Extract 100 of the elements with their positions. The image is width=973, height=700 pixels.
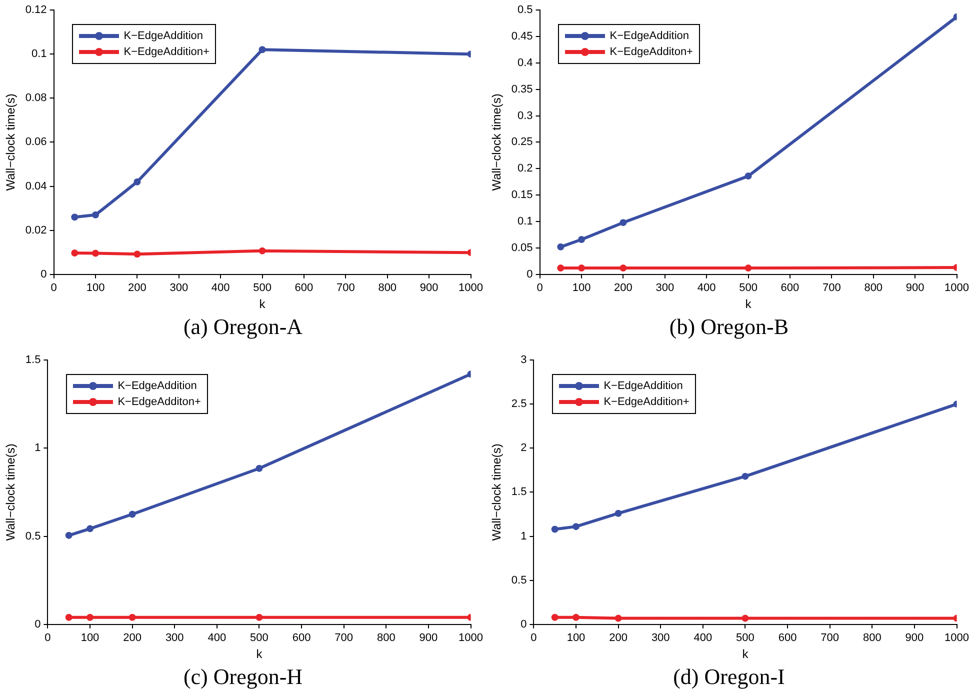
point [86,614,94,621]
y-tick-label: 1 [520,530,527,542]
y-tick-label: 0.2 [518,162,533,175]
y-tick-label: 0.05 [511,242,533,254]
x-tick-label: 700 [334,632,354,644]
y-tick-label: 2 [520,442,527,454]
y-tick-label: 0.1 [518,216,533,228]
point [134,178,141,186]
point [258,247,266,254]
x-tick-label: 100 [572,282,591,294]
y-tick-label: 0.45 [511,30,533,42]
point [557,243,564,250]
x-tick-label: 400 [208,632,226,644]
x-tick-label: 300 [170,282,188,294]
x-tick-label: 600 [780,282,800,294]
y-tick-label: 0.4 [518,56,533,69]
x-tick-label: 1000 [458,632,484,644]
x-tick-label: 200 [614,282,632,294]
x-tick-label: 400 [211,282,230,294]
x-tick-label: 700 [820,632,840,644]
point [128,614,136,621]
x-tick-label: 900 [905,632,924,644]
y-tick-label: 0.25 [511,136,533,148]
x-tick-label: 900 [906,282,924,294]
x-tick-label: 200 [609,632,628,644]
legend-label: K−EdgeAddition [124,30,203,42]
x-tick-label: 1000 [944,632,970,644]
text: (d) Oregon-I [672,664,786,690]
y-tick-label: 0.06 [25,136,47,148]
point [128,510,136,518]
y-axis-title: Wall−clock time(s) [4,444,18,541]
text: (b) Oregon-B [668,314,790,340]
x-tick-label: 800 [862,632,882,644]
x-tick-label: 300 [656,282,674,294]
point [557,264,564,272]
x-tick-label: 800 [376,632,396,644]
x-tick-label: 500 [739,282,758,294]
x-tick-label: 800 [864,282,883,294]
y-tick-label: 0 [526,268,533,280]
y-tick-label: 0.5 [518,4,533,16]
point [71,214,78,221]
point [92,250,100,257]
y-axis-title: Wall−clock time(s) [490,444,504,541]
x-tick-label: 600 [292,632,311,644]
y-tick-label: 0.02 [25,224,47,236]
y-tick-label: 0.3 [518,110,533,122]
y-tick-label: 0.5 [25,530,41,542]
x-axis-title: k [259,297,266,312]
point [71,250,78,257]
y-tick-label: 0 [40,268,47,280]
x-tick-label: 1000 [944,282,970,294]
point [551,614,558,621]
point [572,523,580,530]
point [551,526,558,533]
x-axis-title: k [256,647,264,662]
y-tick-label: 1 [34,442,41,454]
y-axis-title: Wall−clock time(s) [490,94,504,191]
y-tick-label: 0.5 [511,574,527,586]
legend-label: K−EdgeAddition [610,30,689,42]
point [744,172,752,180]
x-tick-label: 1000 [458,282,484,294]
x-axis-title: k [745,297,752,312]
x-tick-label: 200 [123,632,142,644]
y-tick-label: 0.35 [511,83,533,96]
y-tick-label: 0 [520,618,527,630]
point [742,614,749,622]
x-tick-label: 100 [80,632,100,644]
x-tick-label: 0 [536,282,543,294]
point [578,236,586,243]
text: (a) Oregon-A [182,314,304,340]
x-tick-label: 400 [697,282,716,294]
point [744,264,752,272]
point [92,211,100,218]
legend-label: K−EdgeAdditon+ [118,396,201,408]
y-axis-title: Wall−clock time(s) [4,94,18,191]
point [620,219,627,226]
point [65,614,72,621]
point [134,250,141,258]
y-tick-label: 1.5 [511,486,527,498]
x-tick-label: 800 [378,282,397,294]
y-tick-label: 1.5 [25,354,41,366]
point [614,510,622,517]
x-tick-label: 300 [651,632,670,644]
y-tick-label: 2.5 [511,398,527,410]
x-tick-label: 200 [128,282,146,294]
point [578,264,586,272]
legend-label: K−EdgeAdditon+ [610,46,693,58]
x-tick-label: 500 [250,632,268,644]
x-tick-label: 400 [694,632,712,644]
y-tick-label: 0 [34,618,41,630]
x-tick-label: 100 [86,282,105,294]
point [86,525,94,532]
legend-label: K−EdgeAddition+ [124,46,210,58]
x-tick-label: 0 [50,282,57,294]
x-axis-title: k [742,647,750,662]
point [572,614,580,621]
x-tick-label: 700 [822,282,841,294]
x-tick-label: 700 [336,282,355,294]
x-tick-label: 900 [420,282,438,294]
y-tick-label: 0.15 [511,189,533,202]
